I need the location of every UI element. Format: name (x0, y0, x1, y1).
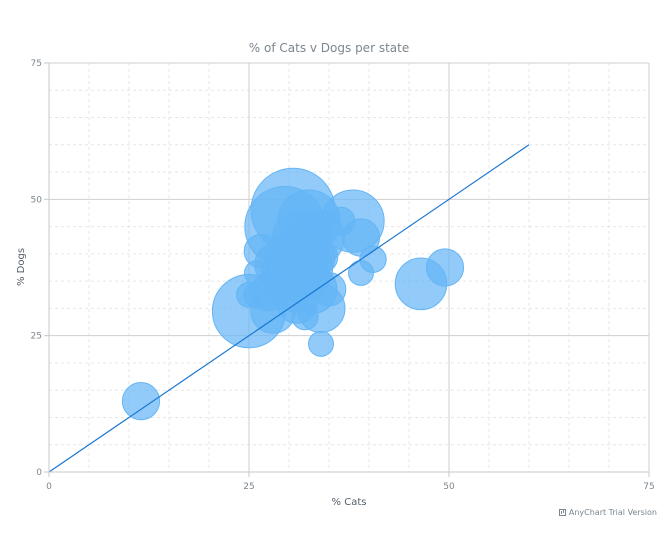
y-tick-label: 25 (31, 332, 42, 342)
bubble-point (425, 248, 465, 287)
bubble-point (311, 272, 347, 307)
x-tick-label: 50 (443, 482, 455, 492)
chart-logo-icon (558, 509, 566, 516)
bubble-point (236, 281, 262, 308)
axes (44, 62, 650, 477)
trend-line (48, 144, 530, 473)
bubble-point (244, 259, 270, 286)
bubble-point (291, 302, 319, 331)
trend-line-path (48, 144, 530, 473)
tick-labels: 0 25 50 75 0 25 50 75 (31, 59, 655, 492)
y-tick-label: 0 (36, 468, 42, 478)
bubble-point (326, 206, 356, 236)
bubble-point (121, 382, 161, 421)
x-tick-label: 75 (643, 482, 654, 492)
x-tick-label: 0 (46, 482, 52, 492)
anychart-credit[interactable]: AnyChart Trial Version (558, 508, 657, 517)
bubble-point (348, 259, 374, 286)
x-tick-label: 25 (243, 482, 254, 492)
y-axis-title: % Dogs (16, 248, 27, 286)
bubble-point (303, 239, 339, 274)
chart-title: % of Cats v Dogs per state (249, 41, 409, 55)
x-axis-title: % Cats (332, 497, 367, 508)
credit-label: AnyChart Trial Version (568, 508, 657, 517)
y-tick-label: 50 (31, 195, 43, 205)
bubble-point (308, 330, 334, 357)
y-tick-label: 75 (31, 59, 42, 69)
bubble-series (121, 167, 465, 421)
